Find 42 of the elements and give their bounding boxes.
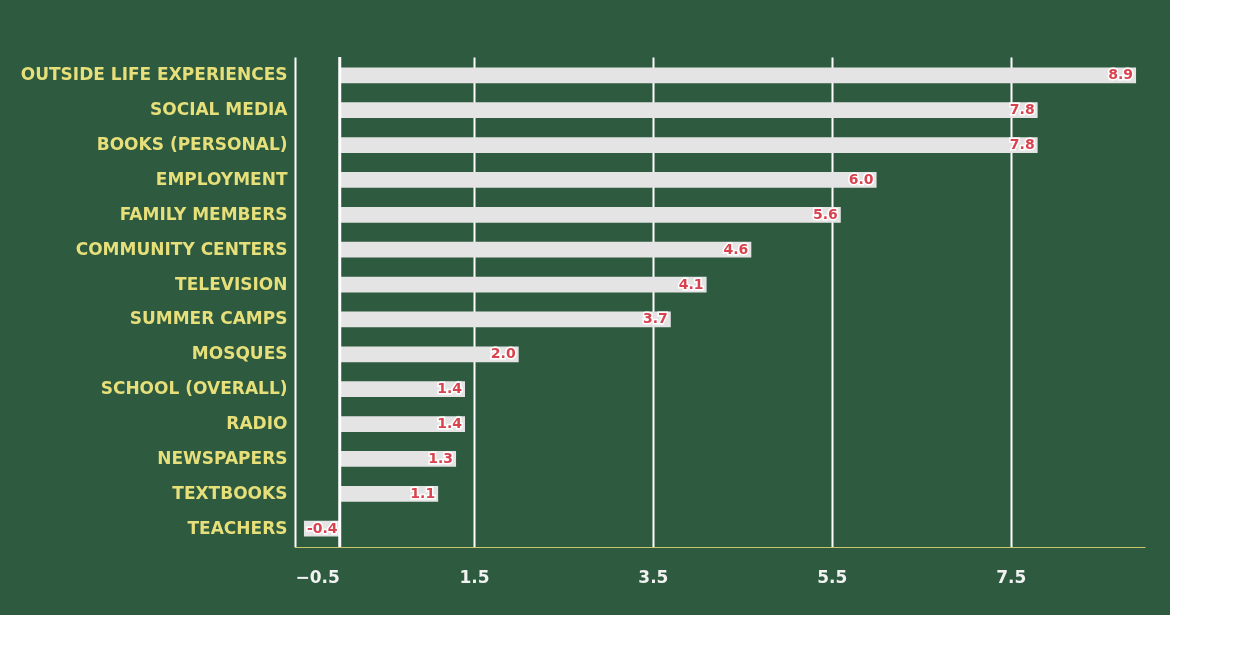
bar xyxy=(339,276,707,293)
x-tick-label: 3.5 xyxy=(638,566,669,587)
x-tick-label: 1.5 xyxy=(459,566,490,587)
data-label: 4.6 xyxy=(723,240,749,257)
data-label: 7.8 xyxy=(1009,101,1035,118)
data-label: 1.4 xyxy=(437,415,463,432)
y-tick-label: COMMUNITY CENTERS xyxy=(75,238,288,259)
y-tick-label: OUTSIDE LIFE EXPERIENCES xyxy=(20,64,288,85)
y-tick-label: FAMILY MEMBERS xyxy=(119,203,288,224)
x-tick-label: 5.5 xyxy=(817,566,848,587)
x-tick-label: 7.5 xyxy=(996,566,1027,587)
data-label: 7.8 xyxy=(1009,136,1035,153)
y-tick-label: TEXTBOOKS xyxy=(172,482,288,503)
y-tick-label: SCHOOL (OVERALL) xyxy=(100,378,288,399)
bar xyxy=(339,206,841,223)
y-tick-label: SUMMER CAMPS xyxy=(129,308,288,329)
data-label: 3.7 xyxy=(642,310,668,327)
y-tick-label: RADIO xyxy=(226,413,288,434)
y-tick-label: MOSQUES xyxy=(191,343,288,364)
bar xyxy=(339,172,877,188)
bar xyxy=(339,311,671,328)
data-label: 6.0 xyxy=(848,170,874,187)
bar xyxy=(339,67,1137,84)
data-label: 8.9 xyxy=(1108,66,1134,83)
data-label: 5.6 xyxy=(812,205,838,222)
data-label: 1.4 xyxy=(437,380,463,397)
bar xyxy=(339,241,752,258)
bar xyxy=(339,346,519,363)
data-label: 4.1 xyxy=(678,275,704,292)
x-tick-label: −0.5 xyxy=(295,566,340,587)
data-label: 2.0 xyxy=(490,345,516,362)
y-tick-label: BOOKS (PERSONAL) xyxy=(96,134,288,155)
bar xyxy=(339,102,1038,119)
data-label: -0.4 xyxy=(306,519,338,536)
y-tick-label: TELEVISION xyxy=(175,273,288,294)
data-label: 1.1 xyxy=(410,484,436,501)
data-label: 1.3 xyxy=(428,449,454,466)
y-tick-label: SOCIAL MEDIA xyxy=(149,99,289,120)
bar xyxy=(339,137,1038,153)
y-tick-label: EMPLOYMENT xyxy=(155,168,288,189)
y-tick-label: NEWSPAPERS xyxy=(157,447,288,468)
y-tick-label: TEACHERS xyxy=(187,517,288,538)
